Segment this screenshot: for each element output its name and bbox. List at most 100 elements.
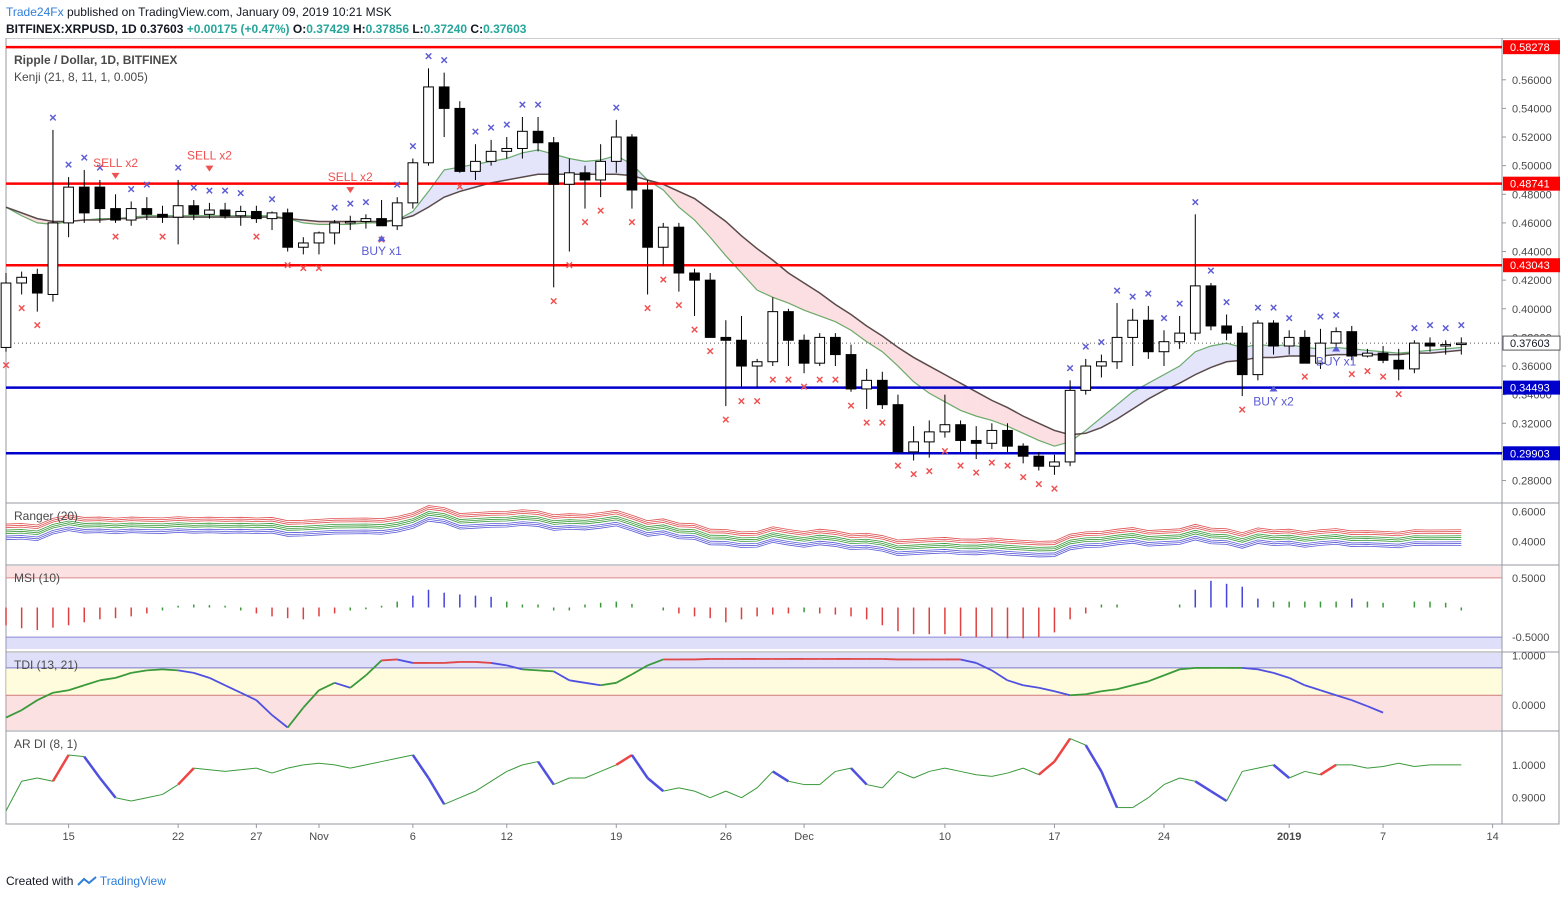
tdi-segment [1335,694,1353,702]
tdi-segment [991,669,1008,682]
marker-x-blue: × [1207,263,1215,278]
publisher-line: Trade24Fx published on TradingView.com, … [6,5,392,19]
candle-down [454,107,466,172]
marker-x-red: × [1004,458,1012,473]
tradingview-brand[interactable]: TradingView [99,874,166,888]
price-axis-label: 0.42000 [1512,275,1552,287]
marker-x-red: × [925,464,933,479]
candle-up [1283,336,1295,347]
tdi-segment [490,662,507,667]
marker-x-red: × [1379,369,1387,384]
ardi-segment [1304,770,1321,776]
ardi-segment [1351,764,1368,769]
ranger-line-red [5,506,1462,544]
ardi-segment [397,754,413,759]
tdi-segment [5,709,23,719]
ardi-segment [663,787,679,792]
marker-x-blue: × [268,191,276,206]
marker-x-blue: × [80,150,88,165]
price-axis-label: 0.28000 [1512,476,1552,488]
resistance-label-box [1503,258,1560,273]
marker-x-red: × [566,258,574,273]
marker-x-red: × [284,258,292,273]
price-axis-label: 0.32000 [1512,418,1552,430]
time-axis-label: 19 [610,831,622,843]
ardi-segment [240,767,257,771]
candle-up [1330,331,1342,344]
ardi-segment [1272,763,1290,779]
close-label: C: [470,22,484,36]
candle-up [1252,322,1264,376]
marker-x-red: × [894,458,902,473]
ardi-segment [1257,764,1274,769]
marker-x-red: × [253,229,261,244]
candle-down [1205,285,1217,327]
candle-up [47,222,59,295]
tradingview-logo-icon [77,876,97,887]
tdi-segment [569,679,586,684]
marker-x-red: × [753,394,761,409]
publisher-name[interactable]: Trade24Fx [6,5,64,19]
ardi-segment [459,790,476,799]
time-axis-label: 14 [1486,831,1498,843]
kenji-cloud-segment [1132,383,1149,409]
marker-x-red: × [2,358,10,373]
candle-down [892,404,904,453]
candle-down [1017,445,1029,457]
tdi-segment [600,681,617,687]
tdi-segment [177,669,194,674]
chart-canvas[interactable]: 0.56000 0.54000 0.52000 0.50000 0.48000 0.460… [0,38,1565,868]
time-axis-label: 2019 [1277,831,1301,843]
candle-up [470,160,481,172]
ardi-segment [1398,762,1415,767]
time-axis-label: 27 [250,831,262,843]
ardi-segment [475,780,492,792]
candle-up [360,218,372,222]
tdi-mid-zone [6,667,1502,696]
marker-x-red: × [941,444,949,459]
marker-x-blue: × [174,160,182,175]
kenji-cloud-segment [678,191,695,221]
candle-down [642,189,653,248]
ardi-segment [913,770,930,779]
ranger-pane-title: Ranger (20) [14,509,78,523]
candle-up [1440,344,1452,347]
candle-up [0,282,12,348]
kenji-cloud-segment [522,149,539,178]
msi-pane-title: MSI (10) [14,571,60,585]
ardi-segment [1288,770,1306,779]
candle-up [297,242,309,248]
marker-x-blue: × [127,181,135,196]
kenji-slow-line [5,173,1462,436]
candle-up [391,202,403,227]
ardi-segment [381,757,398,763]
price-axis-label: 0.46000 [1512,218,1552,230]
price-change: +0.00175 (+0.47%) [186,22,290,36]
marker-x-blue: × [1082,339,1090,354]
ardi-segment [725,790,742,799]
ardi-segment [68,754,85,758]
candle-down [548,142,560,185]
kenji-cloud-segment [569,158,585,175]
kenji-cloud-segment [710,210,726,256]
price-axis-label: 0.48000 [1512,189,1552,201]
msi-lower-band [6,637,1502,649]
ardi-axis-label: 1.0000 [1512,760,1546,772]
candle-up [1409,342,1420,370]
marker-x-red: × [800,379,808,394]
tdi-segment [1023,684,1039,689]
tdi-segment [286,707,305,729]
price-axis-label: 0.40000 [1512,304,1552,316]
tdi-segment [381,658,398,662]
ardi-segment [115,797,132,802]
marker-x-blue: × [440,53,448,68]
candle-down [31,273,43,294]
ranger-line-green [5,511,1462,548]
ardi-segment [630,754,649,779]
candle-down [1221,325,1232,334]
ardi-segment [225,769,241,772]
open-label: O: [292,22,307,36]
marker-x-blue: × [409,139,417,154]
candle-down [689,272,700,281]
ardi-segment [929,767,946,772]
